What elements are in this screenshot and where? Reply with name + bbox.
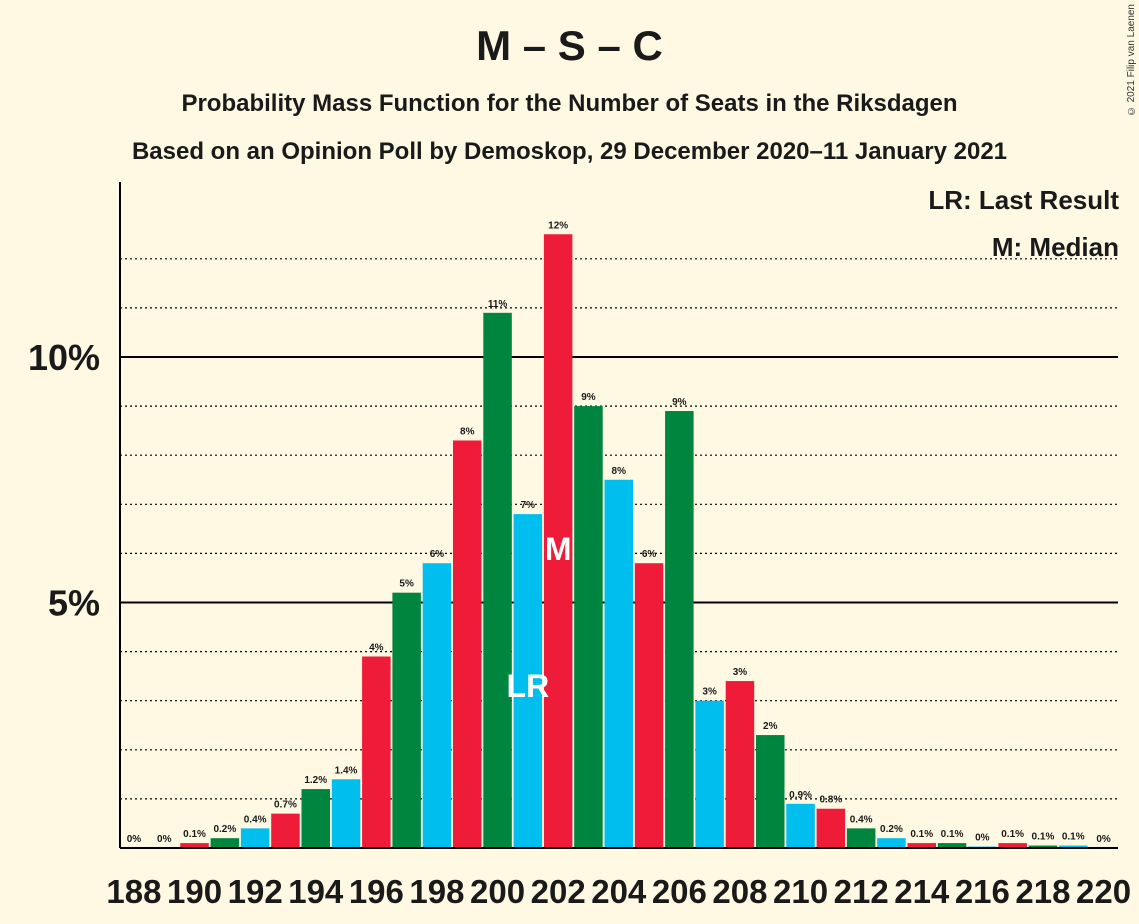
value-label-220: 0% — [1096, 834, 1111, 845]
bar-210 — [786, 803, 815, 848]
value-label-204: 8% — [612, 466, 627, 477]
x-tick-label: 204 — [591, 873, 647, 910]
value-label-199: 8% — [460, 426, 475, 437]
value-label-206: 9% — [672, 397, 687, 408]
bar-191 — [210, 838, 240, 848]
bar-218 — [1028, 845, 1058, 848]
x-tick-label: 214 — [894, 873, 950, 910]
value-label-190: 0.1% — [183, 829, 206, 840]
value-label-203: 9% — [581, 392, 596, 403]
bar-213 — [877, 838, 906, 848]
y-tick-label: 5% — [48, 583, 100, 624]
value-label-214: 0.1% — [910, 829, 933, 840]
x-tick-label: 198 — [409, 873, 464, 910]
bar-198 — [422, 563, 452, 848]
x-tick-label: 216 — [955, 873, 1010, 910]
bar-195 — [331, 779, 361, 848]
x-tick-label: 192 — [228, 873, 283, 910]
x-tick-label: 210 — [773, 873, 828, 910]
bar-190 — [180, 843, 209, 848]
value-label-210: 0.9% — [789, 790, 812, 801]
median-marker: M — [545, 531, 572, 567]
bar-215 — [937, 843, 967, 848]
bar-204 — [604, 479, 633, 848]
bar-197 — [392, 592, 421, 848]
value-label-216: 0% — [975, 833, 990, 844]
y-tick-label: 10% — [28, 337, 100, 378]
legend-median: M: Median — [991, 232, 1119, 262]
value-label-188: 0% — [127, 834, 142, 845]
x-tick-label: 190 — [167, 873, 222, 910]
value-label-201: 7% — [521, 500, 536, 511]
value-label-202: 12% — [548, 220, 568, 231]
bar-214 — [907, 843, 936, 848]
value-label-205: 6% — [642, 549, 657, 560]
bar-203 — [574, 406, 603, 848]
chart-title: M – S – C — [476, 22, 663, 69]
x-tick-label: 212 — [834, 873, 889, 910]
bar-194 — [301, 789, 330, 848]
bar-200 — [483, 312, 512, 848]
bar-209 — [756, 735, 785, 848]
last-result-marker: LR — [507, 668, 550, 704]
bar-196 — [362, 656, 391, 848]
bar-199 — [453, 440, 482, 848]
chart-subtitle-poll: Based on an Opinion Poll by Demoskop, 29… — [131, 138, 1008, 165]
bar-219 — [1059, 845, 1088, 848]
x-tick-label: 208 — [712, 873, 767, 910]
bar-207 — [695, 700, 724, 848]
value-label-195: 1.4% — [335, 765, 358, 776]
x-tick-label: 206 — [652, 873, 707, 910]
bar-205 — [634, 563, 664, 848]
bar-212 — [846, 828, 876, 848]
value-label-193: 0.7% — [274, 800, 297, 811]
value-label-218: 0.1% — [1032, 832, 1055, 843]
value-label-197: 5% — [399, 579, 414, 590]
x-tick-label: 188 — [106, 873, 161, 910]
bar-208 — [725, 681, 755, 848]
value-label-200: 11% — [488, 299, 508, 310]
value-label-217: 0.1% — [1001, 829, 1024, 840]
x-tick-label: 218 — [1015, 873, 1070, 910]
x-tick-label: 194 — [288, 873, 344, 910]
bar-202 — [543, 234, 573, 848]
x-tick-label: 200 — [470, 873, 525, 910]
bar-206 — [665, 411, 694, 848]
value-label-209: 2% — [763, 721, 778, 732]
value-label-207: 3% — [702, 687, 717, 698]
bar-217 — [998, 843, 1027, 848]
x-tick-label: 202 — [531, 873, 586, 910]
value-label-212: 0.4% — [850, 814, 873, 825]
bar-192 — [240, 828, 270, 848]
bar-193 — [271, 813, 300, 848]
legend-last-result: LR: Last Result — [928, 185, 1119, 215]
value-label-196: 4% — [369, 643, 384, 654]
value-label-215: 0.1% — [941, 829, 964, 840]
x-tick-label: 196 — [349, 873, 404, 910]
bar-211 — [816, 808, 846, 848]
value-label-194: 1.2% — [304, 775, 327, 786]
chart-subtitle: Probability Mass Function for the Number… — [181, 90, 958, 117]
value-label-191: 0.2% — [213, 824, 236, 835]
value-label-189: 0% — [157, 834, 172, 845]
value-label-219: 0.1% — [1062, 832, 1085, 843]
value-label-211: 0.8% — [819, 795, 842, 806]
bar-201 — [513, 514, 543, 848]
value-label-198: 6% — [430, 549, 445, 560]
value-label-208: 3% — [733, 667, 748, 678]
value-label-213: 0.2% — [880, 824, 903, 835]
value-label-192: 0.4% — [244, 814, 267, 825]
x-tick-label: 220 — [1076, 873, 1131, 910]
